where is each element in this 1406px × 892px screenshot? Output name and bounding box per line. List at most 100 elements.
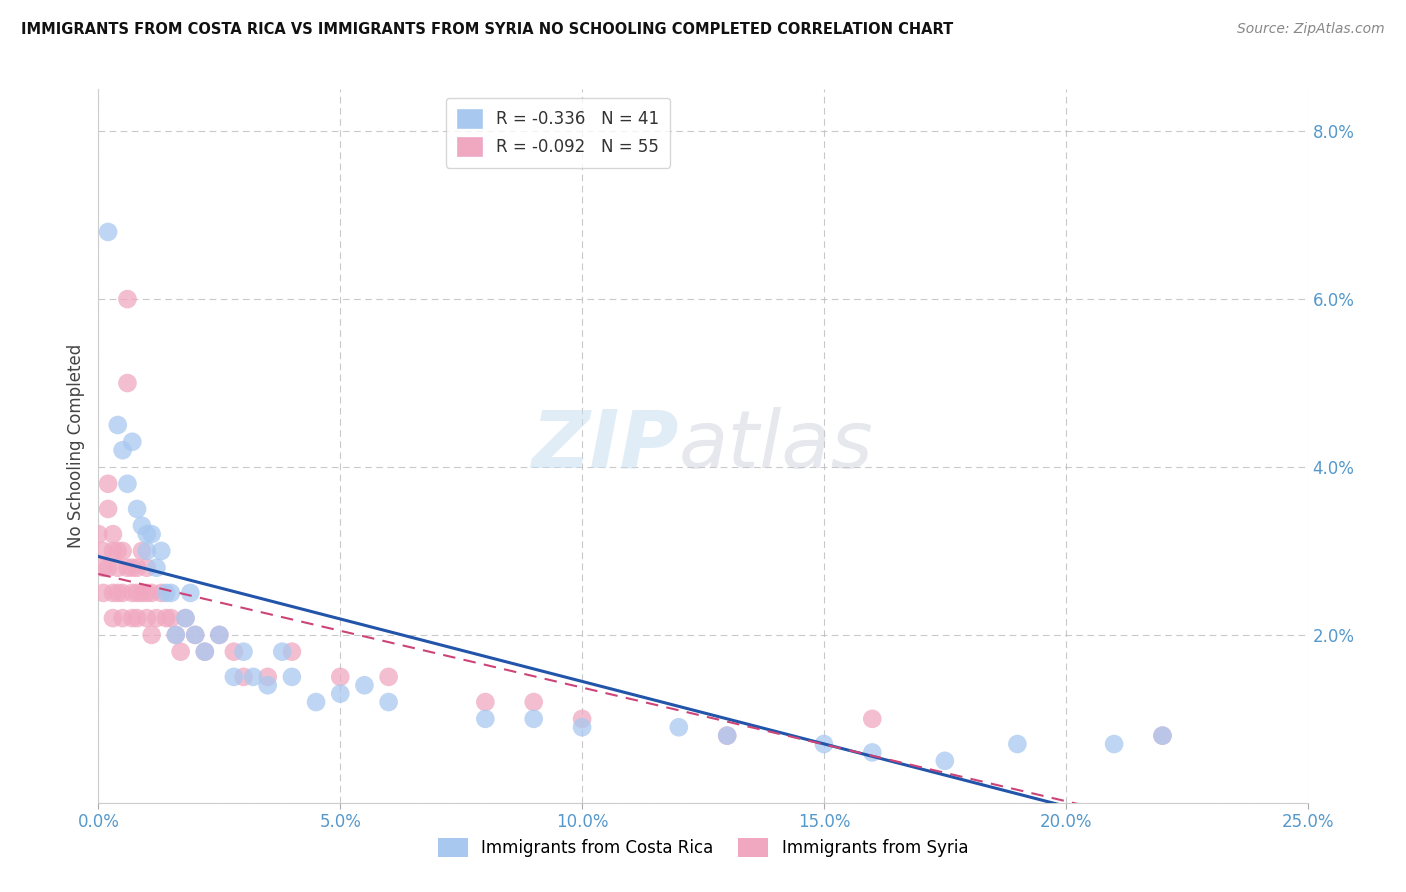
Text: Source: ZipAtlas.com: Source: ZipAtlas.com	[1237, 22, 1385, 37]
Point	[101, 544, 124, 558]
Point	[117, 292, 139, 306]
Point	[860, 712, 883, 726]
Point	[121, 586, 143, 600]
Point	[523, 695, 546, 709]
Point	[353, 678, 375, 692]
Point	[208, 628, 231, 642]
Point	[150, 586, 173, 600]
Point	[194, 645, 217, 659]
Point	[97, 560, 120, 574]
Point	[121, 611, 143, 625]
Point	[117, 560, 139, 574]
Point	[165, 628, 187, 642]
Point	[117, 376, 139, 390]
Point	[523, 712, 546, 726]
Point	[135, 544, 157, 558]
Point	[571, 720, 593, 734]
Point	[716, 729, 738, 743]
Point	[305, 695, 328, 709]
Point	[474, 712, 496, 726]
Point	[668, 720, 690, 734]
Point	[232, 670, 254, 684]
Legend: Immigrants from Costa Rica, Immigrants from Syria: Immigrants from Costa Rica, Immigrants f…	[429, 830, 977, 866]
Point	[281, 670, 304, 684]
Point	[121, 434, 143, 449]
Point	[184, 628, 207, 642]
Point	[571, 712, 593, 726]
Point	[91, 544, 114, 558]
Point	[101, 586, 124, 600]
Point	[222, 670, 245, 684]
Point	[111, 443, 134, 458]
Point	[141, 527, 163, 541]
Point	[135, 560, 157, 574]
Point	[242, 670, 264, 684]
Point	[141, 628, 163, 642]
Point	[127, 560, 149, 574]
Point	[101, 611, 124, 625]
Point	[101, 527, 124, 541]
Point	[1007, 737, 1029, 751]
Point	[1152, 729, 1174, 743]
Point	[155, 611, 177, 625]
Point	[131, 586, 153, 600]
Point	[860, 746, 883, 760]
Point	[111, 586, 134, 600]
Point	[145, 560, 167, 574]
Point	[474, 695, 496, 709]
Point	[377, 695, 399, 709]
Point	[174, 611, 197, 625]
Point	[179, 586, 201, 600]
Point	[107, 417, 129, 432]
Point	[160, 611, 183, 625]
Point	[256, 670, 278, 684]
Point	[127, 502, 149, 516]
Point	[150, 544, 173, 558]
Point	[1102, 737, 1125, 751]
Point	[184, 628, 207, 642]
Text: IMMIGRANTS FROM COSTA RICA VS IMMIGRANTS FROM SYRIA NO SCHOOLING COMPLETED CORRE: IMMIGRANTS FROM COSTA RICA VS IMMIGRANTS…	[21, 22, 953, 37]
Y-axis label: No Schooling Completed: No Schooling Completed	[66, 344, 84, 548]
Point	[111, 544, 134, 558]
Point	[160, 586, 183, 600]
Point	[87, 527, 110, 541]
Text: ZIP: ZIP	[531, 407, 679, 485]
Point	[716, 729, 738, 743]
Point	[145, 611, 167, 625]
Point	[329, 670, 352, 684]
Point	[208, 628, 231, 642]
Point	[813, 737, 835, 751]
Point	[256, 678, 278, 692]
Point	[141, 586, 163, 600]
Point	[135, 611, 157, 625]
Point	[194, 645, 217, 659]
Point	[97, 476, 120, 491]
Point	[281, 645, 304, 659]
Point	[377, 670, 399, 684]
Point	[91, 560, 114, 574]
Point	[135, 586, 157, 600]
Point	[271, 645, 294, 659]
Point	[155, 586, 177, 600]
Point	[174, 611, 197, 625]
Point	[97, 502, 120, 516]
Point	[127, 611, 149, 625]
Point	[107, 544, 129, 558]
Point	[1152, 729, 1174, 743]
Point	[135, 527, 157, 541]
Point	[222, 645, 245, 659]
Point	[91, 586, 114, 600]
Point	[127, 586, 149, 600]
Point	[165, 628, 187, 642]
Point	[169, 645, 191, 659]
Point	[329, 687, 352, 701]
Point	[111, 611, 134, 625]
Point	[934, 754, 956, 768]
Point	[107, 586, 129, 600]
Point	[117, 476, 139, 491]
Point	[107, 560, 129, 574]
Point	[131, 544, 153, 558]
Text: atlas: atlas	[679, 407, 873, 485]
Point	[232, 645, 254, 659]
Point	[97, 225, 120, 239]
